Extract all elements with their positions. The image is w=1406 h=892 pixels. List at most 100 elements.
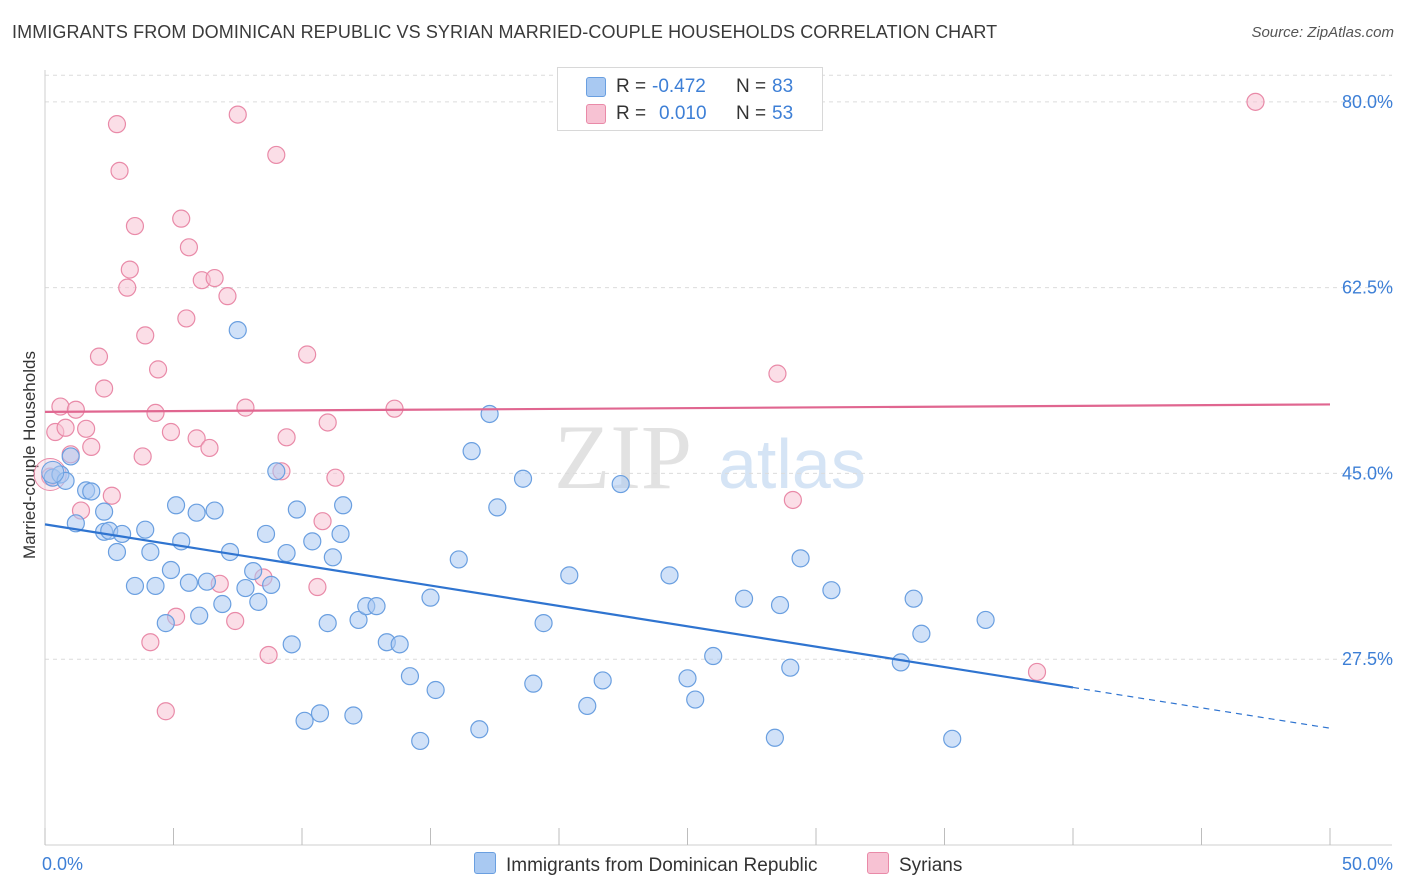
legend-n-label: N = [736, 103, 767, 124]
dominican-point [349, 610, 368, 630]
syrians-point [77, 419, 96, 438]
dominican-point [256, 524, 276, 544]
legend-row-dominican: R = -0.472 N = 83 [558, 74, 822, 100]
dominican-point [179, 573, 199, 592]
dominican-point [421, 588, 440, 607]
dominican-point [390, 635, 409, 654]
syrians-point [120, 260, 139, 279]
x-tick-labels: 0.0% 50.0% [42, 854, 1393, 874]
dominican-point [205, 501, 224, 520]
syrians-point [82, 437, 101, 456]
dominican-point [166, 496, 186, 515]
dominican-point [976, 610, 995, 630]
dominican-point [41, 460, 65, 484]
dominican-point [411, 731, 430, 751]
syrians-point [118, 278, 137, 297]
dominican-point [781, 658, 800, 677]
syrians-point [277, 428, 296, 447]
dominican-point [267, 462, 286, 481]
dominican-point [524, 674, 543, 693]
dominican-point [282, 635, 301, 654]
syrians-point [259, 645, 278, 665]
bottom-legend-swatch-syrians [867, 852, 889, 874]
dominican-point [534, 614, 553, 633]
syrians-point [768, 364, 787, 383]
dominican-point [287, 500, 306, 519]
dominican-point [770, 595, 790, 615]
dominican-point [513, 469, 533, 488]
bottom-legend-swatch-dominican [474, 852, 496, 874]
dominican-point [480, 404, 499, 424]
dominican-point [578, 696, 597, 716]
syrians-point [133, 447, 152, 466]
y-tick-label: 62.5% [1342, 278, 1393, 298]
dominican-point [141, 542, 160, 562]
dominican-point [236, 578, 255, 598]
syrians-point [89, 347, 109, 366]
legend-swatch-dominican [586, 77, 606, 97]
dominican-point [244, 561, 263, 581]
syrians-point [318, 413, 337, 432]
dominican-point [136, 520, 155, 539]
syrians-point [205, 268, 224, 288]
legend-n-label: N = [736, 76, 767, 97]
syrians-point [226, 611, 245, 631]
legend-row-syrians: R = 0.010 N = 53 [558, 101, 822, 127]
syrians-point [1027, 662, 1047, 682]
dominican-point [107, 542, 127, 562]
dominican-point [331, 524, 350, 544]
syrians-point [177, 309, 196, 328]
dominican-point [197, 572, 217, 591]
syrians-point [1246, 92, 1265, 111]
legend-swatch-syrians [586, 104, 606, 124]
syrians-point [218, 287, 237, 306]
dominican-point [318, 614, 337, 633]
dominican-point [334, 496, 353, 515]
dominican-point [488, 498, 507, 517]
watermark-atlas: atlas [718, 425, 866, 503]
syrians-point [228, 105, 247, 124]
syrians-point [125, 216, 145, 236]
dominican-point [791, 549, 810, 568]
syrians-point [179, 238, 199, 257]
legend-r-value-syrians: 0.010 [659, 103, 707, 124]
dominican-point [228, 321, 247, 340]
syrians-point [95, 379, 114, 398]
dominican-point [303, 532, 322, 551]
dominican-point [470, 720, 489, 739]
dominican-point [449, 550, 468, 569]
dominican-point [277, 543, 296, 563]
dominican-point [262, 575, 281, 594]
dominican-trend-extension [1072, 686, 1331, 729]
dominican-point [146, 576, 165, 596]
bottom-legend-label-dominican: Immigrants from Dominican Republic [506, 855, 818, 876]
legend-n-value-dominican: 83 [772, 76, 794, 97]
syrians-point [136, 326, 155, 345]
trend-lines [44, 403, 1331, 729]
axes [44, 70, 1392, 846]
syrians-point [298, 345, 317, 364]
syrians-trend-line [44, 403, 1331, 413]
watermark: ZIP atlas [554, 406, 866, 508]
dominican-point [95, 502, 114, 521]
syrians-point [200, 438, 219, 458]
syrians-point [308, 577, 327, 597]
y-tick-label: 80.0% [1342, 92, 1393, 112]
syrians-point [156, 702, 175, 721]
dominican-point [295, 711, 314, 730]
y-tick-labels: 27.5% 45.0% 62.5% 80.0% [1342, 92, 1393, 669]
bottom-legend-label-syrians: Syrians [899, 855, 963, 876]
bottom-legend-syrians: Syrians [867, 852, 962, 877]
dominican-point [734, 589, 754, 608]
syrians-point [146, 403, 165, 423]
dominican-point [560, 566, 579, 585]
dominican-point [704, 646, 723, 666]
x-tick-label: 50.0% [1342, 854, 1393, 874]
syrians-point [172, 209, 191, 228]
dominican-point [344, 706, 363, 725]
dominican-point [367, 597, 386, 616]
syrians-point [326, 468, 345, 487]
chart-title: IMMIGRANTS FROM DOMINICAN REPUBLIC VS SY… [12, 22, 998, 42]
syrians-point [236, 398, 255, 417]
syrians-point [66, 400, 85, 419]
